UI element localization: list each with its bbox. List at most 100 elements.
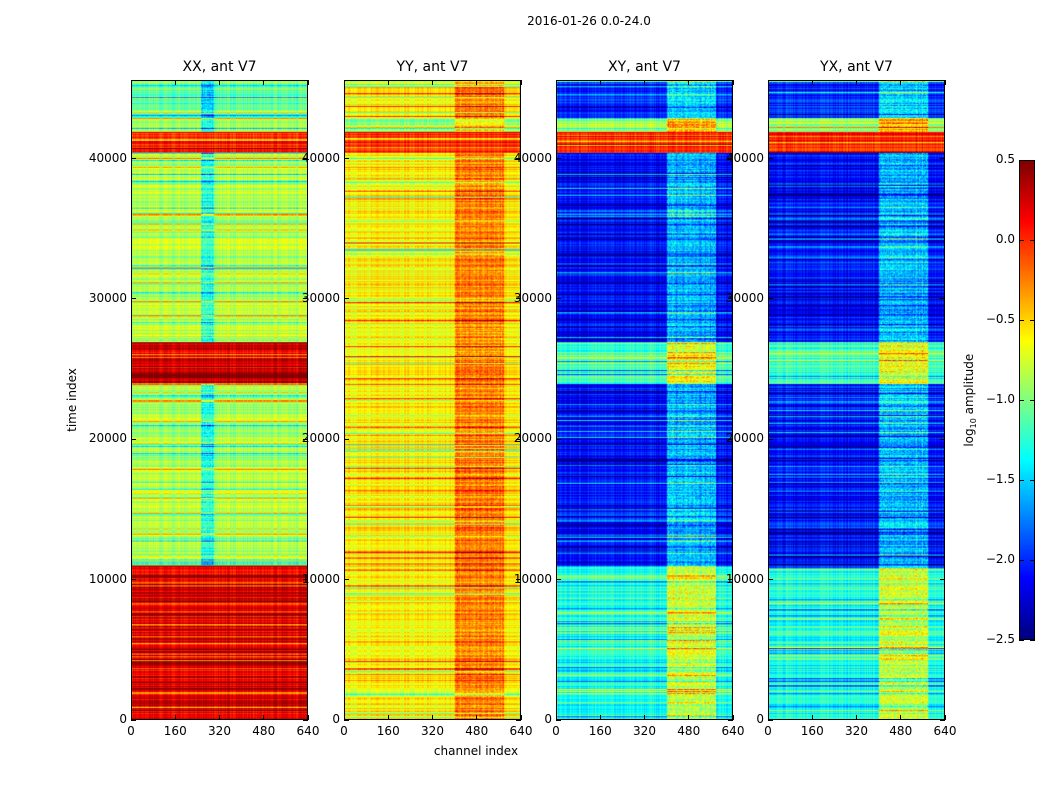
y-tick <box>516 158 521 160</box>
y-tick <box>344 298 349 300</box>
colorbar-tick <box>1030 479 1035 481</box>
colorbar-tick-label: 0.0 <box>995 232 1015 246</box>
y-tick-label: 0 <box>119 712 127 726</box>
x-tick-label: 160 <box>588 724 612 738</box>
y-tick <box>768 579 773 581</box>
heatmap-panel <box>344 80 521 720</box>
x-tick <box>644 80 645 85</box>
colorbar-tick-label: 0.5 <box>995 152 1015 166</box>
colorbar-tick <box>1019 399 1024 401</box>
figure-title: 2016-01-26 0.0-24.0 <box>527 14 651 28</box>
x-tick <box>307 80 309 85</box>
y-tick <box>344 719 349 721</box>
y-tick <box>768 158 773 160</box>
x-tick-label: 480 <box>252 724 276 738</box>
y-tick <box>344 579 349 581</box>
x-tick <box>599 715 601 720</box>
y-tick-label: 20000 <box>725 431 764 446</box>
y-tick <box>131 438 136 440</box>
x-tick <box>520 715 522 720</box>
x-tick <box>432 80 433 85</box>
colorbar-tick <box>1019 479 1024 481</box>
x-tick-label: 480 <box>465 724 489 738</box>
x-tick-label: 320 <box>208 724 231 738</box>
x-tick-label: 640 <box>509 724 533 738</box>
x-tick-label: 160 <box>800 724 824 738</box>
x-tick-label: 160 <box>163 724 187 738</box>
x-tick <box>555 80 557 85</box>
y-tick <box>556 719 561 721</box>
y-tick <box>516 579 521 581</box>
y-tick <box>344 438 349 440</box>
x-tick <box>900 80 902 85</box>
colorbar-tick <box>1030 239 1035 241</box>
heatmap-cells <box>557 81 732 719</box>
x-tick <box>900 715 902 720</box>
colorbar-tick <box>1019 239 1024 241</box>
y-tick <box>940 579 945 581</box>
heatmap-cells <box>769 81 944 719</box>
y-tick-label: 0 <box>544 712 552 726</box>
y-tick-label: 20000 <box>513 431 552 446</box>
colorbar-tick <box>1030 319 1035 321</box>
y-tick <box>728 579 733 581</box>
colorbar-tick <box>1030 559 1035 561</box>
y-tick <box>303 158 308 160</box>
x-tick-label: 320 <box>421 724 444 738</box>
colorbar-tick-label: −1.5 <box>985 472 1015 486</box>
x-tick-label: 480 <box>677 724 701 738</box>
x-tick-label: 160 <box>376 724 400 738</box>
colorbar-tick-label: −2.5 <box>985 632 1015 646</box>
colorbar-tick-label: −0.5 <box>985 312 1015 326</box>
x-tick-label: 640 <box>296 724 320 738</box>
y-tick-label: 30000 <box>88 290 127 305</box>
x-tick <box>732 80 734 85</box>
x-tick-label: 0 <box>127 724 135 738</box>
x-tick <box>767 80 769 85</box>
panel-title: XY, ant V7 <box>608 59 681 75</box>
colorbar-tick <box>1030 639 1035 641</box>
y-tick <box>768 719 773 721</box>
x-tick <box>432 715 433 720</box>
x-tick <box>555 715 557 720</box>
y-tick <box>516 438 521 440</box>
x-tick <box>343 80 345 85</box>
y-tick <box>940 438 945 440</box>
colorbar-tick <box>1019 159 1024 161</box>
y-tick <box>131 158 136 160</box>
y-tick <box>516 719 521 721</box>
x-tick <box>476 715 478 720</box>
heatmap-cells <box>345 81 520 719</box>
y-tick-label: 40000 <box>88 150 127 165</box>
colorbar-tick-label: −1.0 <box>985 392 1015 406</box>
x-tick <box>688 715 690 720</box>
x-tick <box>767 715 769 720</box>
x-tick <box>219 80 220 85</box>
x-axis-label: channel index <box>433 744 519 758</box>
y-tick <box>728 158 733 160</box>
y-tick <box>131 719 136 721</box>
y-tick-label: 20000 <box>88 431 127 446</box>
y-tick-label: 0 <box>332 712 340 726</box>
y-tick <box>940 158 945 160</box>
x-tick <box>688 80 690 85</box>
colorbar-tick <box>1019 639 1024 641</box>
heatmap-panel <box>131 80 308 720</box>
colorbar-gradient <box>1020 161 1034 639</box>
y-tick <box>516 298 521 300</box>
x-tick-label: 320 <box>845 724 868 738</box>
y-tick-label: 40000 <box>725 150 764 165</box>
y-tick-label: 30000 <box>725 290 764 305</box>
y-tick <box>556 579 561 581</box>
heatmap-panel <box>556 80 733 720</box>
x-tick-label: 640 <box>721 724 745 738</box>
y-tick-label: 0 <box>756 712 764 726</box>
x-tick <box>130 715 132 720</box>
y-tick <box>728 719 733 721</box>
y-tick-label: 30000 <box>513 290 552 305</box>
y-tick <box>303 719 308 721</box>
colorbar-tick <box>1030 159 1035 161</box>
x-tick <box>387 80 389 85</box>
y-tick <box>728 438 733 440</box>
